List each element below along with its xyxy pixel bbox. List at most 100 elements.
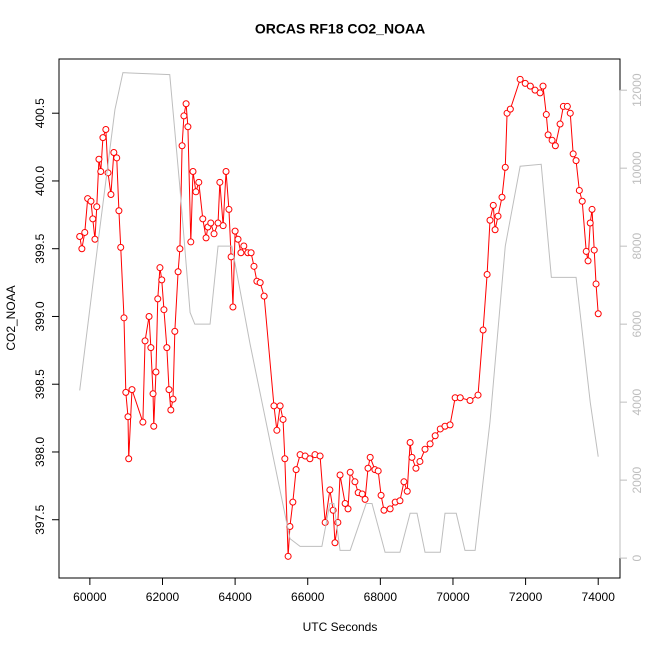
data-point	[199, 215, 207, 223]
data-point	[426, 440, 434, 448]
data-point	[99, 134, 107, 142]
data-point	[479, 326, 487, 334]
series-line	[79, 72, 599, 553]
data-point	[165, 386, 173, 394]
data-point	[321, 518, 329, 526]
data-point	[336, 471, 344, 479]
data-point	[341, 499, 349, 507]
data-point	[494, 212, 502, 220]
data-point	[229, 303, 237, 311]
data-point	[178, 142, 186, 150]
data-point	[544, 131, 552, 139]
data-point	[187, 238, 195, 246]
data-point	[120, 314, 128, 322]
data-point	[588, 205, 596, 213]
y-tick-label: 398.5	[33, 369, 47, 399]
data-point	[171, 327, 179, 335]
data-point	[176, 245, 184, 253]
data-point	[256, 279, 264, 287]
data-point	[115, 207, 123, 215]
data-point	[590, 246, 598, 254]
data-point	[592, 280, 600, 288]
x-tick-label: 62000	[146, 590, 180, 604]
data-point	[247, 249, 255, 257]
y-tick-label: 397.5	[33, 504, 47, 534]
data-point	[526, 82, 534, 90]
y2-tick-label: 4000	[630, 388, 644, 415]
data-point	[466, 396, 474, 404]
data-point	[76, 233, 84, 241]
data-point	[551, 142, 559, 150]
data-point	[169, 395, 177, 403]
data-point	[486, 216, 494, 224]
data-point	[117, 243, 125, 251]
data-point	[306, 455, 314, 463]
data-point	[446, 421, 454, 429]
data-point	[474, 391, 482, 399]
data-point	[270, 402, 278, 410]
data-point	[139, 418, 147, 426]
data-point	[498, 193, 506, 201]
data-point	[582, 247, 590, 255]
data-point	[107, 191, 115, 199]
data-point	[222, 167, 230, 175]
data-point	[408, 453, 416, 461]
data-point	[231, 227, 239, 235]
data-point	[292, 466, 300, 474]
data-point	[87, 197, 95, 205]
data-point	[182, 100, 190, 108]
data-point	[202, 234, 210, 242]
data-point	[374, 467, 382, 475]
data-point	[152, 368, 160, 376]
data-point	[421, 445, 429, 453]
data-point	[491, 226, 499, 234]
data-point	[154, 295, 162, 303]
data-point	[501, 163, 509, 171]
data-point	[156, 264, 164, 272]
data-point	[542, 111, 550, 119]
y-tick-label: 400.0	[33, 166, 47, 196]
data-point	[95, 155, 103, 163]
x-axis-label: UTC Seconds	[303, 620, 378, 634]
data-point	[536, 89, 544, 97]
data-point	[125, 455, 133, 463]
data-point	[195, 178, 203, 186]
data-point	[489, 201, 497, 209]
data-point	[346, 468, 354, 476]
data-point	[147, 344, 155, 352]
data-point	[361, 495, 369, 503]
data-point	[276, 402, 284, 410]
data-point	[572, 157, 580, 165]
data-point	[386, 505, 394, 513]
data-point	[250, 262, 258, 270]
data-point	[180, 112, 188, 120]
data-point	[594, 310, 602, 318]
y-tick-label: 400.5	[33, 98, 47, 128]
data-point	[145, 312, 153, 320]
data-point	[358, 490, 366, 498]
data-point	[167, 406, 175, 414]
data-point	[556, 120, 564, 128]
data-point	[237, 249, 245, 257]
data-point	[456, 394, 464, 402]
data-point	[406, 438, 414, 446]
data-point	[366, 453, 374, 461]
data-point	[273, 426, 281, 434]
y2-tick-label: 8000	[630, 232, 644, 259]
data-point	[578, 197, 586, 205]
data-point	[124, 413, 132, 421]
data-point	[316, 452, 324, 460]
data-point	[563, 102, 571, 110]
x-tick-label: 64000	[218, 590, 252, 604]
data-point	[189, 167, 197, 175]
data-point	[163, 344, 171, 352]
data-point	[81, 228, 89, 236]
data-point	[192, 188, 200, 196]
data-point	[548, 136, 556, 144]
data-point	[506, 105, 514, 113]
data-point	[141, 337, 149, 345]
data-point	[207, 219, 215, 227]
y2-tick-label: 12000	[630, 73, 644, 107]
data-point	[219, 222, 227, 230]
